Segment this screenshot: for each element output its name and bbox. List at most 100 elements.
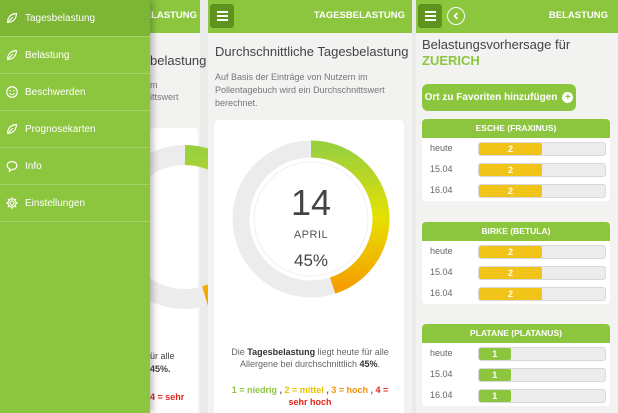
summary-bold: Tagesbelastung [247, 347, 316, 357]
drawer-item-prognosekarten[interactable]: Prognosekarten [0, 111, 150, 148]
summary-value: 45% [359, 359, 378, 369]
menu-button[interactable] [418, 4, 442, 28]
plant-forecast-card: PLATANE (PLATANUS) heute 1 15.04 1 16.04 1 [422, 324, 610, 406]
level-bar: 1 [478, 389, 606, 403]
level-bar: 2 [478, 163, 606, 177]
forecast-row: heute 1 [422, 343, 610, 364]
level-value: 1 [492, 349, 498, 359]
level-bar-fill: 1 [479, 390, 511, 402]
level-bar: 2 [478, 184, 606, 198]
top-bar-title: TAGESBELASTUNG [105, 10, 197, 21]
level-value: 2 [507, 144, 513, 154]
forecast-row: 15.04 2 [422, 262, 610, 283]
forecast-row: heute 2 [422, 138, 610, 159]
leaf-icon [5, 48, 19, 62]
drawer-item-label: Tagesbelastung [25, 12, 96, 24]
forecast-date: 16.04 [430, 185, 453, 195]
summary-text: Die Tagesbelastung liegt heute für alle … [224, 346, 396, 370]
speech-bubble-icon [5, 159, 19, 173]
drawer-item-info[interactable]: Info [0, 148, 150, 185]
level-bar-fill: 1 [479, 369, 511, 381]
back-button[interactable] [447, 7, 465, 25]
forecast-row: 15.04 1 [422, 364, 610, 385]
legend-item: 2 = mittel [284, 385, 324, 395]
level-bar-fill: 2 [479, 246, 542, 258]
forecast-row: 16.04 2 [422, 180, 610, 201]
level-value: 2 [507, 268, 513, 278]
gauge-progress-arc [310, 140, 390, 294]
date-day: 14 [290, 182, 332, 223]
forecast-date: 15.04 [430, 369, 453, 379]
forecast-row: 16.04 2 [422, 283, 610, 304]
drawer-item-belastung[interactable]: Belastung [0, 37, 150, 74]
drawer-item-label: Prognosekarten [25, 123, 96, 135]
add-favorite-button[interactable]: Ort zu Favoriten hinzufügen + [422, 84, 576, 111]
summary-suffix: . [377, 359, 381, 369]
page-title: Belastungsvorhersage für [422, 37, 571, 52]
location-name: ZUERICH [422, 53, 480, 68]
level-bar: 2 [478, 287, 606, 301]
hamburger-icon [216, 11, 228, 13]
page-title: Durchschnittliche Tagesbelastung [215, 44, 409, 59]
date-month: APRIL [293, 229, 329, 241]
level-bar-fill: 2 [479, 288, 542, 300]
plant-name: PLATANE (PLATANUS) [422, 324, 610, 343]
legend-item: 1 = niedrig [231, 385, 277, 395]
hamburger-icon-line [216, 15, 228, 17]
plant-forecast-card: BIRKE (BETULA) heute 2 15.04 2 16.04 2 [422, 222, 610, 304]
chevron-left-icon [453, 12, 459, 20]
drawer-item-label: Info [25, 160, 42, 172]
drawer-item-label: Einstellungen [25, 197, 86, 209]
description-line: ittswert [150, 92, 179, 102]
top-bar: TAGESBELASTUNG [208, 0, 412, 33]
drawer-item-beschwerden[interactable]: Beschwerden [0, 74, 150, 111]
legend-fragment: 4 = sehr [150, 392, 185, 402]
screen-tagesbelastung: TAGESBELASTUNG Durchschnittliche Tagesbe… [208, 0, 412, 413]
forecast-date: 16.04 [430, 288, 453, 298]
gear-icon [5, 196, 19, 210]
top-bar-title: BELASTUNG [548, 10, 608, 21]
menu-button[interactable] [210, 4, 234, 28]
forecast-date: 16.04 [430, 390, 453, 400]
level-bar: 1 [478, 368, 606, 382]
page-description: Auf Basis der Einträge von Nutzern im Po… [215, 72, 385, 108]
level-value: 1 [492, 391, 498, 401]
drawer-item-label: Belastung [25, 49, 70, 61]
level-bar-fill: 1 [479, 348, 511, 360]
level-value: 2 [507, 289, 513, 299]
forecast-row: 15.04 2 [422, 159, 610, 180]
hamburger-icon-line [216, 19, 228, 21]
legend-item: 4 = sehr hoch [288, 385, 389, 407]
level-bar: 1 [478, 347, 606, 361]
add-favorite-label: Ort zu Favoriten hinzufügen [424, 92, 558, 103]
drawer-item-einstellungen[interactable]: Einstellungen [0, 185, 150, 222]
legend-separator: , [323, 385, 332, 395]
leaf-icon [5, 122, 19, 136]
plant-name: BIRKE (BETULA) [422, 222, 610, 241]
legend-separator: , [276, 385, 285, 395]
legend-separator: , [368, 385, 376, 395]
level-value: 2 [507, 186, 513, 196]
level-value: 2 [507, 165, 513, 175]
summary-fragment: 45%. [150, 364, 171, 374]
description-line: m [150, 80, 158, 90]
forecast-date: heute [430, 348, 453, 358]
forecast-date: 15.04 [430, 164, 453, 174]
page-title: belastung [150, 53, 207, 68]
plant-forecast-card: ESCHE (FRAXINUS) heute 2 15.04 2 16.04 2 [422, 119, 610, 201]
drawer-item-label: Beschwerden [25, 86, 86, 98]
drawer-item-tagesbelastung[interactable]: Tagesbelastung [0, 0, 150, 37]
level-value: 1 [492, 370, 498, 380]
forecast-date: heute [430, 143, 453, 153]
top-bar-title: TAGESBELASTUNG [313, 10, 405, 21]
level-bar-fill: 2 [479, 267, 542, 279]
screen-belastung: BELASTUNG Belastungsvorhersage für ZUERI… [416, 0, 618, 413]
summary-fragment: ür alle [150, 351, 175, 361]
hamburger-icon [424, 11, 436, 13]
level-bar-fill: 2 [479, 164, 542, 176]
plus-circle-icon: + [562, 92, 574, 103]
forecast-row: heute 2 [422, 241, 610, 262]
load-percent: 45% [293, 251, 329, 270]
leaf-icon [5, 11, 19, 25]
